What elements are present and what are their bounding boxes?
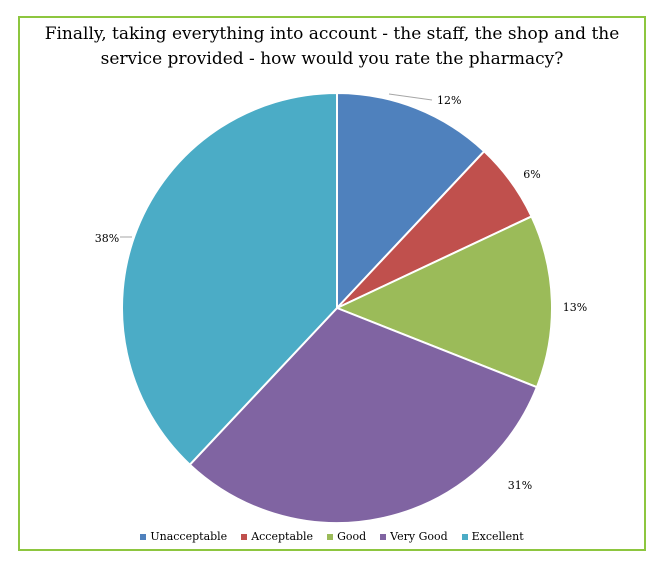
data-label-very-good: 31% [508, 479, 532, 492]
pie-slice-unacceptable [336, 91, 486, 311]
data-label-acceptable: 6% [523, 168, 540, 181]
chart-title-line-1: Finally, taking everything into account … [44, 24, 620, 44]
legend-item-unacceptable: Unacceptable [140, 530, 227, 543]
chart-title: Finally, taking everything into account … [20, 22, 644, 72]
data-label-excellent: 38% [95, 232, 119, 245]
data-label-good: 13% [563, 301, 587, 314]
legend-swatch-good [327, 533, 334, 540]
legend-swatch-excellent [461, 533, 468, 540]
chart-title-line-2: service provided - how would you rate th… [100, 49, 564, 69]
legend-swatch-very-good [380, 533, 387, 540]
pie-slice-good [334, 215, 553, 389]
chart-legend: Unacceptable Acceptable Good Very Good E… [20, 530, 644, 543]
chart-frame: Finally, taking everything into account … [18, 16, 646, 551]
legend-item-very-good: Very Good [380, 530, 448, 543]
legend-item-acceptable: Acceptable [241, 530, 313, 543]
pie-chart: 12% 6% 13% 31% 38% [95, 91, 587, 524]
pie-slice-excellent [121, 91, 338, 467]
legend-item-excellent: Excellent [461, 530, 524, 543]
legend-label-acceptable: Acceptable [251, 530, 314, 543]
legend-swatch-acceptable [241, 533, 248, 540]
legend-label-good: Good [337, 530, 367, 543]
pie-slice-very-good [188, 306, 539, 524]
legend-swatch-unacceptable [140, 533, 147, 540]
legend-item-good: Good [327, 530, 366, 543]
legend-label-unacceptable: Unacceptable [150, 530, 228, 543]
leader-line-unacceptable [388, 93, 433, 101]
data-label-unacceptable: 12% [437, 94, 461, 107]
legend-label-very-good: Very Good [390, 530, 448, 543]
legend-label-excellent: Excellent [471, 530, 524, 543]
